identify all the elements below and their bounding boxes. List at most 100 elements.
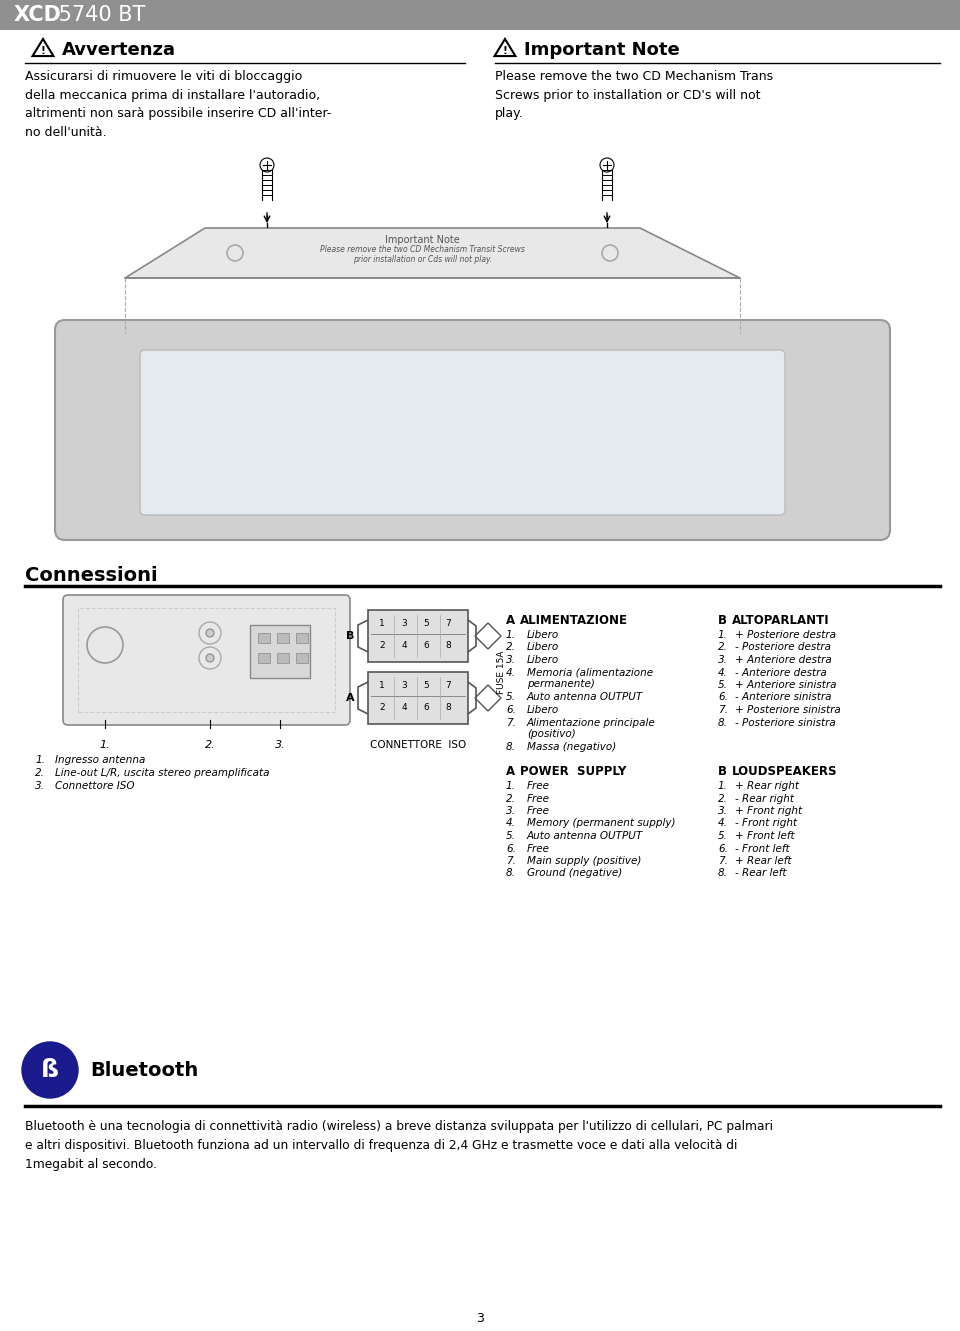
Bar — [296, 634, 308, 643]
Text: 5.: 5. — [718, 831, 728, 841]
Text: !: ! — [40, 45, 45, 56]
FancyBboxPatch shape — [368, 672, 468, 724]
Text: Free: Free — [527, 807, 550, 816]
Text: 6.: 6. — [506, 844, 516, 853]
Circle shape — [260, 158, 274, 172]
Text: Important Note: Important Note — [524, 41, 680, 59]
Text: Ground (negative): Ground (negative) — [527, 869, 622, 878]
Text: ALTOPARLANTI: ALTOPARLANTI — [732, 614, 829, 627]
Circle shape — [206, 654, 214, 662]
Text: + Posteriore destra: + Posteriore destra — [735, 630, 836, 640]
Text: 6.: 6. — [506, 705, 516, 715]
Bar — [277, 634, 289, 643]
Text: Massa (negativo): Massa (negativo) — [527, 743, 616, 752]
Text: Avvertenza: Avvertenza — [62, 41, 176, 59]
Text: 8.: 8. — [506, 869, 516, 878]
Text: 2: 2 — [379, 640, 385, 650]
Text: 7: 7 — [445, 619, 451, 628]
Text: 2.: 2. — [506, 793, 516, 804]
Text: Libero: Libero — [527, 655, 560, 666]
Text: 5.: 5. — [718, 680, 728, 689]
Text: Libero: Libero — [527, 630, 560, 640]
Bar — [258, 634, 270, 643]
Text: 7: 7 — [445, 681, 451, 691]
Circle shape — [600, 158, 614, 172]
Text: 7.: 7. — [718, 856, 728, 866]
Text: B: B — [718, 765, 727, 779]
Text: 5.: 5. — [506, 831, 516, 841]
Text: XCD: XCD — [14, 5, 61, 25]
Text: Alimentazione principale
(positivo): Alimentazione principale (positivo) — [527, 717, 656, 739]
Text: Connessioni: Connessioni — [25, 566, 157, 586]
Text: Libero: Libero — [527, 643, 560, 652]
Circle shape — [22, 1042, 78, 1098]
Text: 6: 6 — [423, 703, 429, 712]
Text: 2.: 2. — [718, 793, 728, 804]
Text: Auto antenna OUTPUT: Auto antenna OUTPUT — [527, 692, 643, 703]
Text: 8: 8 — [445, 640, 451, 650]
Text: 3: 3 — [476, 1311, 484, 1324]
Text: 8.: 8. — [718, 869, 728, 878]
Text: ß: ß — [41, 1058, 59, 1082]
Text: + Anteriore sinistra: + Anteriore sinistra — [735, 680, 836, 689]
FancyBboxPatch shape — [63, 595, 350, 725]
Text: 1: 1 — [379, 681, 385, 691]
Text: Main supply (positive): Main supply (positive) — [527, 856, 641, 866]
Text: Memory (permanent supply): Memory (permanent supply) — [527, 819, 676, 828]
Text: CONNETTORE  ISO: CONNETTORE ISO — [370, 740, 467, 749]
Circle shape — [206, 630, 214, 638]
Text: ALIMENTAZIONE: ALIMENTAZIONE — [520, 614, 628, 627]
Text: - Rear left: - Rear left — [735, 869, 786, 878]
Text: 1.: 1. — [718, 781, 728, 791]
Text: Auto antenna OUTPUT: Auto antenna OUTPUT — [527, 831, 643, 841]
Text: 6.: 6. — [718, 844, 728, 853]
Text: 5.: 5. — [506, 692, 516, 703]
Text: Please remove the two CD Mechanism Transit Screws: Please remove the two CD Mechanism Trans… — [320, 245, 525, 254]
Text: prior installation or Cds will not play.: prior installation or Cds will not play. — [353, 254, 492, 264]
FancyBboxPatch shape — [140, 350, 785, 515]
Bar — [258, 654, 270, 663]
Text: A: A — [506, 614, 516, 627]
Text: 2.: 2. — [718, 643, 728, 652]
Text: 5740 BT: 5740 BT — [52, 5, 145, 25]
Bar — [296, 654, 308, 663]
Text: 2: 2 — [379, 703, 385, 712]
Text: 4.: 4. — [506, 819, 516, 828]
FancyBboxPatch shape — [250, 626, 310, 677]
Text: 3.: 3. — [35, 781, 45, 791]
Text: + Front right: + Front right — [735, 807, 803, 816]
Text: !: ! — [503, 45, 508, 56]
Polygon shape — [125, 228, 740, 278]
Text: 8.: 8. — [718, 717, 728, 728]
Text: Libero: Libero — [527, 705, 560, 715]
Text: 1.: 1. — [718, 630, 728, 640]
Text: POWER  SUPPLY: POWER SUPPLY — [520, 765, 626, 779]
Text: FUSE 15A: FUSE 15A — [497, 651, 507, 693]
Text: - Anteriore sinistra: - Anteriore sinistra — [735, 692, 831, 703]
Text: Connettore ISO: Connettore ISO — [55, 781, 134, 791]
Text: Free: Free — [527, 793, 550, 804]
Text: - Front left: - Front left — [735, 844, 790, 853]
Text: - Rear right: - Rear right — [735, 793, 794, 804]
Text: 2.: 2. — [506, 643, 516, 652]
Text: - Posteriore destra: - Posteriore destra — [735, 643, 831, 652]
Text: Free: Free — [527, 844, 550, 853]
Text: + Front left: + Front left — [735, 831, 795, 841]
Text: B: B — [718, 614, 727, 627]
FancyBboxPatch shape — [368, 610, 468, 662]
Text: A: A — [506, 765, 516, 779]
Text: 4.: 4. — [718, 819, 728, 828]
Text: Bluetooth è una tecnologia di connettività radio (wireless) a breve distanza svi: Bluetooth è una tecnologia di connettivi… — [25, 1119, 773, 1171]
Text: 7.: 7. — [506, 717, 516, 728]
Text: 5: 5 — [423, 619, 429, 628]
Text: 3: 3 — [401, 619, 407, 628]
Text: 3.: 3. — [718, 655, 728, 666]
Text: 1: 1 — [379, 619, 385, 628]
Text: - Posteriore sinistra: - Posteriore sinistra — [735, 717, 836, 728]
Text: 2.: 2. — [204, 740, 215, 749]
Text: A: A — [346, 693, 354, 703]
Text: 3.: 3. — [718, 807, 728, 816]
Text: 3.: 3. — [506, 655, 516, 666]
Text: 4: 4 — [401, 640, 407, 650]
Text: 8.: 8. — [506, 743, 516, 752]
